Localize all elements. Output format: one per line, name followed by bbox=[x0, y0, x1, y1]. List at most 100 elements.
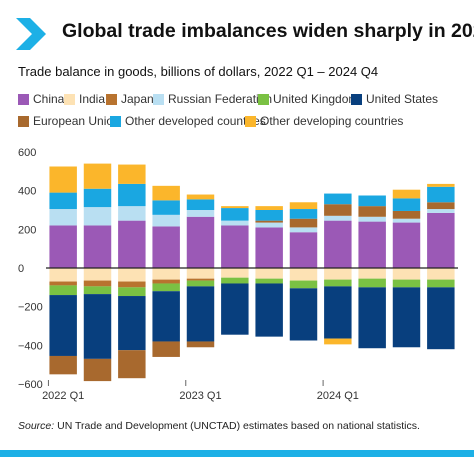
legend-swatch bbox=[106, 93, 117, 105]
x-tick-label: 2022 Q1 bbox=[42, 390, 84, 402]
bar-segment bbox=[255, 227, 283, 268]
bar-segment bbox=[83, 225, 112, 268]
chevron-logo-icon bbox=[16, 18, 46, 50]
bar-segment bbox=[49, 166, 77, 193]
legend-label: United States bbox=[366, 92, 439, 106]
bar-segment bbox=[186, 199, 215, 210]
x-tick-label: 2023 Q1 bbox=[179, 390, 221, 402]
bar-segment bbox=[289, 209, 318, 219]
bar-segment bbox=[427, 202, 455, 210]
bar-segment bbox=[289, 227, 318, 233]
bar-segment bbox=[427, 279, 455, 288]
bar-segment bbox=[221, 208, 249, 221]
bar-segment bbox=[186, 268, 215, 279]
bar-segment bbox=[358, 268, 386, 279]
legend-label: European Union bbox=[33, 114, 120, 128]
legend-item-japan: Japan bbox=[106, 92, 154, 106]
bar-segment bbox=[255, 222, 283, 228]
bar-segment bbox=[427, 287, 455, 350]
bar-segment bbox=[118, 268, 146, 282]
bar-segment bbox=[152, 283, 180, 292]
bar-segment bbox=[427, 186, 455, 203]
source-label: Source: bbox=[18, 420, 55, 432]
bar-segment bbox=[392, 279, 421, 288]
bar-segment bbox=[392, 189, 421, 199]
legend-item-other-developing: Other developing countries bbox=[245, 114, 403, 128]
legend-swatch bbox=[245, 115, 256, 127]
bottom-accent-bar bbox=[0, 450, 474, 457]
y-tick-label: 400 bbox=[18, 186, 36, 198]
bar-segment bbox=[255, 278, 283, 284]
source-note: Source: UN Trade and Development (UNCTAD… bbox=[18, 420, 420, 432]
bar-segment bbox=[118, 206, 146, 221]
bar-segment bbox=[83, 358, 112, 382]
bar-segment bbox=[358, 287, 386, 349]
bar-segment bbox=[427, 212, 455, 268]
legend-item-european-union: European Union bbox=[18, 114, 120, 128]
bar-segment bbox=[427, 268, 455, 280]
legend-label: Other developing countries bbox=[260, 114, 404, 128]
bar-segment bbox=[289, 268, 318, 281]
legend-item-united-states: United States bbox=[351, 92, 438, 106]
legend-item-china: China bbox=[18, 92, 64, 106]
bar-segment bbox=[358, 278, 386, 288]
bar-segment bbox=[152, 226, 180, 268]
y-tick-label: 0 bbox=[18, 263, 24, 275]
bar-segment bbox=[221, 268, 249, 278]
bar-segment bbox=[83, 188, 112, 208]
y-tick-label: 200 bbox=[18, 224, 36, 236]
bar-segment bbox=[152, 291, 180, 342]
bar-segment bbox=[392, 287, 421, 348]
bar-segment bbox=[358, 216, 386, 222]
y-tick-label: −400 bbox=[18, 340, 43, 352]
chart-title: Global trade imbalances widen sharply in… bbox=[62, 20, 474, 42]
bar-segment bbox=[324, 215, 352, 221]
bar-segment bbox=[152, 214, 180, 227]
bar-segment bbox=[358, 206, 386, 217]
bar-segment bbox=[118, 296, 146, 351]
legend-label: Japan bbox=[121, 92, 154, 106]
bar-segment bbox=[324, 193, 352, 205]
legend-item-russian-federation: Russian Federation bbox=[153, 92, 272, 106]
y-tick-label: 600 bbox=[18, 147, 36, 159]
legend-label: China bbox=[33, 92, 65, 106]
legend-item-india: India bbox=[64, 92, 105, 106]
bar-segment bbox=[255, 220, 283, 223]
bar-segment bbox=[358, 221, 386, 268]
bar-segment bbox=[392, 218, 421, 223]
bar-segment bbox=[152, 279, 180, 284]
legend-label: India bbox=[79, 92, 106, 106]
y-tick-label: −600 bbox=[18, 379, 43, 391]
bar-segment bbox=[392, 222, 421, 268]
legend-label: United Kingdom bbox=[273, 92, 359, 106]
bar-segment bbox=[221, 277, 249, 284]
bar-segment bbox=[392, 268, 421, 280]
bar-segment bbox=[324, 220, 352, 268]
legend-swatch bbox=[64, 93, 75, 105]
legend-label: Russian Federation bbox=[168, 92, 273, 106]
bar-segment bbox=[118, 183, 146, 207]
bar-segment bbox=[289, 232, 318, 268]
bar-segment bbox=[49, 281, 77, 286]
legend-item-other-developed: Other developed countries bbox=[110, 114, 266, 128]
bar-segment bbox=[118, 350, 146, 379]
bar-segment bbox=[255, 210, 283, 221]
bar-segment bbox=[392, 210, 421, 219]
bar-segment bbox=[324, 286, 352, 339]
bar-segment bbox=[324, 279, 352, 287]
legend-item-united-kingdom: United Kingdom bbox=[258, 92, 358, 106]
source-text: UN Trade and Development (UNCTAD) estima… bbox=[54, 420, 420, 432]
bar-segment bbox=[324, 204, 352, 216]
bar-segment bbox=[289, 218, 318, 228]
bar-segment bbox=[83, 268, 112, 281]
chart-subtitle: Trade balance in goods, billions of doll… bbox=[18, 64, 379, 79]
bar-segment bbox=[118, 287, 146, 297]
bar-segment bbox=[392, 198, 421, 211]
bar-segment bbox=[49, 268, 77, 282]
bar-segment bbox=[255, 206, 283, 210]
legend-swatch bbox=[153, 93, 164, 105]
bar-segment bbox=[49, 355, 77, 375]
bar-segment bbox=[49, 192, 77, 210]
bar-segment bbox=[49, 295, 77, 356]
